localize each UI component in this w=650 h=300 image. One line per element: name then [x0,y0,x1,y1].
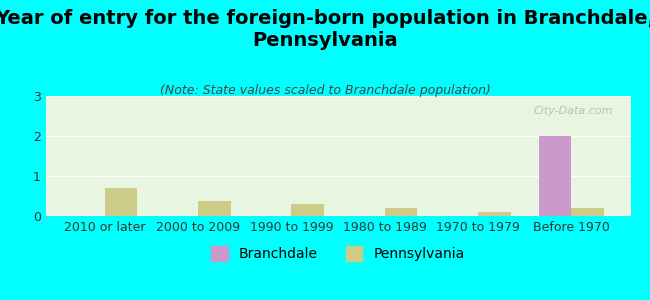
Bar [571,208,604,216]
Text: City-Data.com: City-Data.com [534,106,613,116]
Bar [105,188,137,216]
Bar [478,212,511,216]
Bar [198,201,231,216]
Text: Year of entry for the foreign-born population in Branchdale,
Pennsylvania: Year of entry for the foreign-born popul… [0,9,650,50]
Bar [385,208,417,216]
Bar [291,204,324,216]
Bar [539,136,571,216]
Text: (Note: State values scaled to Branchdale population): (Note: State values scaled to Branchdale… [159,84,491,97]
Legend: Branchdale, Pennsylvania: Branchdale, Pennsylvania [205,241,471,267]
